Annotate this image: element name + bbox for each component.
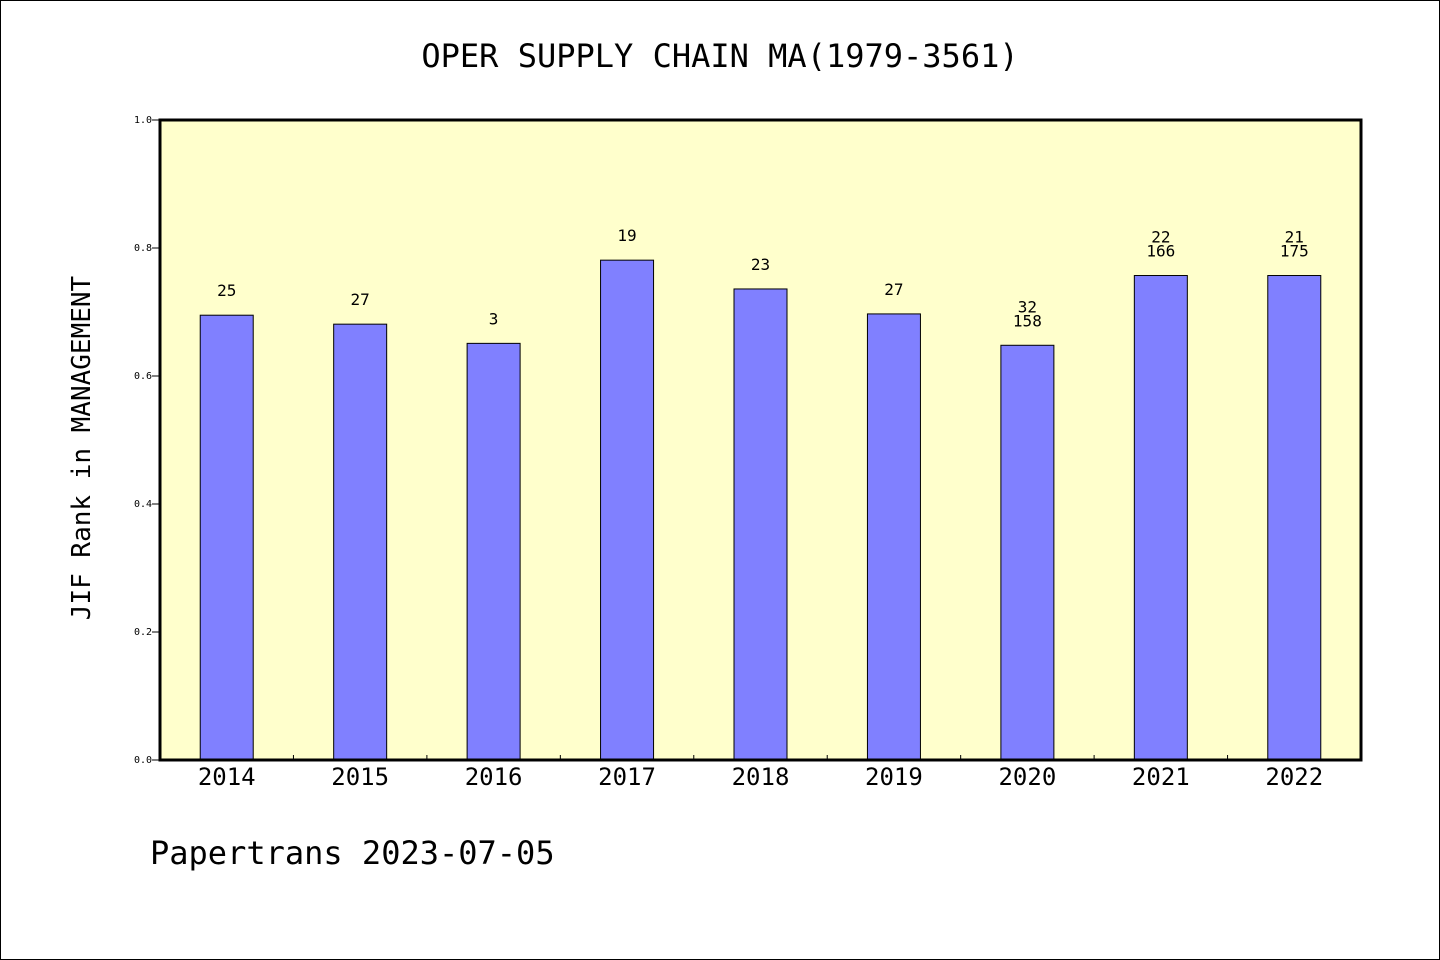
x-tick-label-2015: 2015 (331, 763, 389, 791)
bar-data-label: 19 (617, 226, 636, 245)
plot-border (158, 118, 1363, 762)
bar-data-label: 3 (489, 309, 499, 328)
x-tick-label-2022: 2022 (1265, 763, 1323, 791)
bar-data-label: 32 (1018, 297, 1037, 316)
y-tick-label: 0.4 (134, 499, 152, 510)
bar-2022 (1267, 275, 1322, 761)
bar-data-label: 27 (351, 290, 370, 309)
bar-data-label: 27 (884, 280, 903, 299)
x-tick-label-2017: 2017 (598, 763, 656, 791)
x-tick-label-2018: 2018 (732, 763, 790, 791)
bar-data-label: 175 (1280, 242, 1309, 261)
chart-title: OPER SUPPLY CHAIN MA(1979-3561) (421, 37, 1018, 75)
bar-data-label: 25 (217, 281, 236, 300)
bar-2014 (199, 314, 254, 761)
x-tick-label-2014: 2014 (198, 763, 256, 791)
x-tick-label-2020: 2020 (998, 763, 1056, 791)
bar-2016 (466, 342, 521, 761)
bar-2018 (733, 288, 788, 761)
x-tick-label-2021: 2021 (1132, 763, 1190, 791)
bar-data-label: 158 (1013, 311, 1042, 330)
x-tick-label-2019: 2019 (865, 763, 923, 791)
bar-2020 (1000, 344, 1055, 761)
bar-data-label: 21 (1285, 228, 1304, 247)
x-tick-label-2016: 2016 (465, 763, 523, 791)
bar-2019 (866, 313, 921, 761)
y-tick-label: 0.0 (134, 755, 152, 766)
bar-data-label: 166 (1146, 242, 1175, 261)
y-tick-label: 0.2 (134, 627, 152, 638)
bar-2017 (600, 259, 655, 761)
y-tick-label: 0.8 (134, 243, 152, 254)
bar-2015 (333, 323, 388, 761)
bar-data-label: 22 (1151, 228, 1170, 247)
y-tick-label: 0.6 (134, 371, 152, 382)
y-axis-label: JIF Rank in MANAGEMENT (67, 275, 97, 620)
y-tick-label: 1.0 (134, 115, 152, 126)
bar-data-label: 23 (751, 255, 770, 274)
bar-2021 (1133, 275, 1188, 761)
footer-text: Papertrans 2023-07-05 (150, 834, 555, 872)
